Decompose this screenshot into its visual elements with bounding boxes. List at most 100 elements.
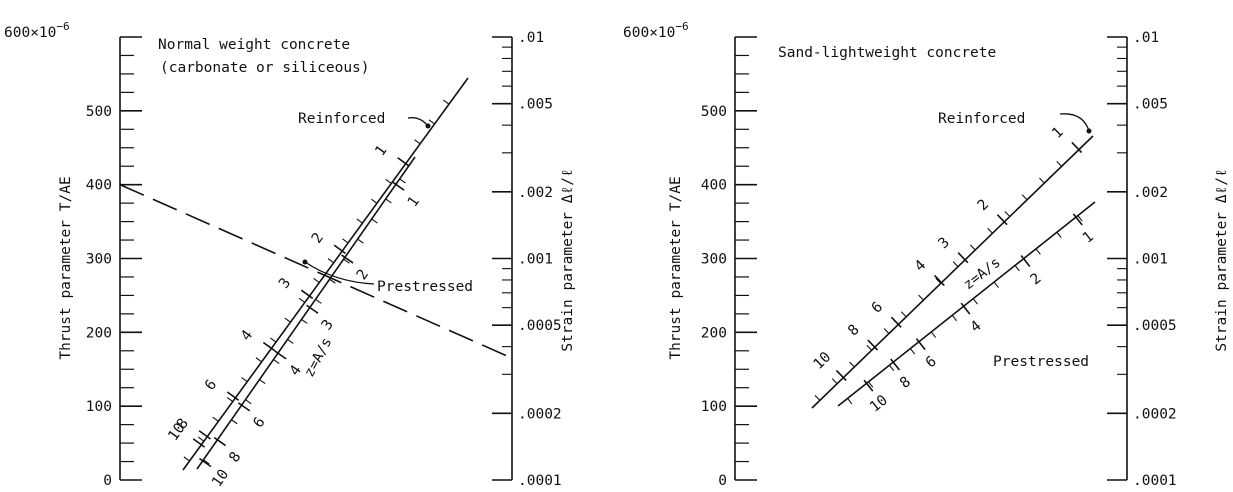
z-major-tick — [960, 302, 971, 315]
z-minor-tick — [313, 277, 320, 284]
right-tick-label: .0002 — [518, 406, 562, 422]
z-minor-tick — [329, 278, 336, 284]
z-major-tick — [933, 274, 945, 287]
z-minor-tick — [1077, 215, 1083, 222]
z-minor-tick — [443, 99, 450, 105]
right-tick-label: .0001 — [1133, 473, 1177, 489]
chart-normal-weight: 600×10−6 Thrust parameter T/AE Strain pa… — [4, 20, 576, 490]
right-tick-label: .002 — [518, 185, 553, 201]
left-tick-label: 100 — [701, 399, 727, 415]
left-tick-label: 500 — [86, 104, 112, 120]
z-minor-tick — [1056, 231, 1062, 239]
z-minor-tick — [900, 311, 907, 318]
z-minor-tick — [849, 361, 855, 368]
z-tick-label: 2 — [354, 267, 372, 283]
series-line-prestressed — [196, 156, 416, 470]
z-major-tick — [237, 402, 251, 412]
left-tick-label: 0 — [718, 473, 727, 489]
right-tick-label: .0005 — [1133, 318, 1177, 334]
left-tick-label: 300 — [701, 252, 727, 268]
z-major-tick — [397, 157, 410, 167]
z-minor-tick — [212, 416, 219, 422]
z-tick-label: 1 — [405, 194, 423, 210]
z-minor-tick — [371, 218, 378, 224]
z-minor-tick — [868, 381, 874, 388]
right-tick-label: .0002 — [1133, 406, 1177, 422]
z-major-tick — [996, 214, 1008, 226]
series-label-reinforced: Reinforced — [298, 111, 385, 127]
z-major-tick — [274, 350, 287, 360]
z-minor-tick — [951, 314, 958, 322]
right-tick-label: .002 — [1133, 185, 1168, 201]
right-tick-label: .001 — [1133, 252, 1168, 268]
z-minor-tick — [909, 348, 916, 355]
series-line-prestressed — [837, 201, 1096, 407]
z-major-tick — [890, 316, 902, 328]
z-tick-label: 10 — [867, 392, 891, 415]
y-top-label: 600×10−6 — [4, 20, 70, 41]
z-minor-tick — [972, 298, 978, 305]
callout-arrow — [304, 261, 375, 285]
right-tick-label: .001 — [518, 252, 553, 268]
right-tick-label: .005 — [1133, 97, 1168, 113]
z-minor-tick — [847, 398, 853, 405]
z-major-tick — [1071, 141, 1083, 154]
z-minor-tick — [883, 328, 890, 334]
z-minor-tick — [327, 258, 335, 264]
z-minor-tick — [301, 318, 308, 324]
z-minor-tick — [385, 178, 392, 184]
z-major-tick — [890, 358, 901, 371]
z-major-tick — [835, 369, 847, 382]
z-tick-label: 6 — [923, 353, 940, 371]
z-minor-tick — [935, 277, 942, 284]
left-tick-label: 300 — [86, 252, 112, 268]
chart-title: Sand-lightweight concrete — [778, 45, 996, 61]
z-minor-tick — [231, 419, 238, 425]
z-tick-label: 4 — [238, 327, 256, 344]
z-tick-label: 6 — [251, 415, 269, 431]
z-tick-label: 10 — [811, 349, 835, 373]
series-label-prestressed: Prestressed — [993, 354, 1089, 370]
z-minor-tick — [287, 339, 294, 344]
z-major-tick — [392, 181, 405, 191]
z-major-tick — [863, 379, 874, 392]
z-tick-label: 3 — [276, 275, 294, 291]
z-minor-tick — [255, 357, 262, 363]
z-minor-tick — [298, 297, 306, 303]
z-major-tick — [915, 338, 926, 351]
z-tick-label: 3 — [319, 317, 337, 333]
z-minor-tick — [357, 238, 364, 244]
z-minor-tick — [1056, 160, 1062, 167]
right-tick-label: .0005 — [518, 318, 562, 334]
z-minor-tick — [342, 238, 349, 244]
z-minor-tick — [203, 459, 210, 465]
z-minor-tick — [987, 227, 993, 234]
z-tick-label: 8 — [897, 374, 914, 392]
z-minor-tick — [969, 244, 976, 251]
z-tick-label: 8 — [226, 449, 244, 465]
z-major-tick — [300, 289, 314, 300]
z-scale-label: z=A/s — [301, 335, 335, 380]
z-tick-label: 4 — [912, 257, 930, 275]
z-major-tick — [1020, 255, 1031, 267]
series-line-reinforced — [811, 135, 1094, 409]
z-minor-tick — [414, 139, 421, 145]
z-minor-tick — [343, 258, 350, 264]
z-minor-tick — [245, 399, 252, 405]
z-major-tick — [333, 244, 346, 255]
z-minor-tick — [831, 378, 838, 385]
left-tick-label: 500 — [701, 104, 727, 120]
z-tick-label: 2 — [1028, 270, 1045, 288]
z-minor-tick — [370, 198, 378, 204]
left-tick-label: 100 — [86, 399, 112, 415]
z-tick-label: 3 — [936, 235, 953, 253]
callout-arrow — [407, 117, 429, 127]
z-minor-tick — [814, 394, 821, 401]
y-top-label: 600×10−6 — [623, 20, 689, 41]
z-major-tick — [213, 436, 227, 447]
z-minor-tick — [993, 281, 999, 288]
right-tick-label: .01 — [1133, 30, 1159, 46]
z-minor-tick — [1021, 194, 1028, 201]
z-minor-tick — [428, 119, 435, 125]
